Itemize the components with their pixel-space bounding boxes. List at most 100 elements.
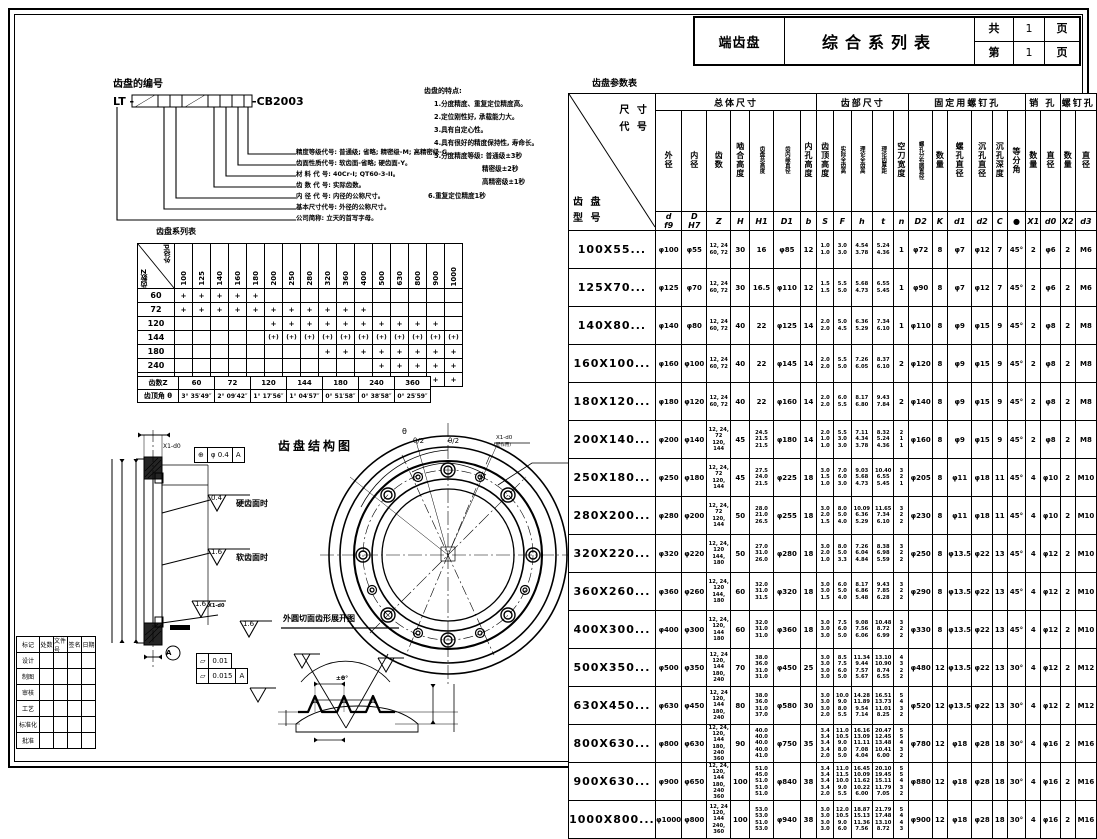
param-cell: φ12 [971,230,993,269]
param-cell: φ205 [908,458,933,497]
param-table-row: 1000X800... φ1000 φ800 12, 24 120, 144 240, 3… [568,800,1097,839]
param-cell: 2.0 2.0 [816,344,835,383]
coding-note-4: 内 径 代 号: 内径的公称尺寸。 [296,192,385,200]
corner-label-4: 型 号 [573,213,603,224]
param-cell: 45° [1006,268,1027,307]
param-cell: φ90 [908,268,933,307]
title-total-value: 1 [1014,18,1045,41]
param-cell: M8 [1074,344,1097,383]
param-cell: φ70 [681,268,708,307]
series-cell: + [444,358,463,373]
param-col-label: 实际全齿高 [833,110,852,212]
param-cell: M10 [1074,458,1097,497]
param-cell: φ650 [681,762,708,801]
title-strip-cell [68,717,82,732]
param-cell: φ450 [681,686,708,725]
coding-note-3: 齿 数 代 号: 实际齿数。 [296,181,365,189]
param-cell: 2 [1025,344,1042,383]
hole-count-callout: X1-d0 [496,435,513,441]
features-item-3: 4.具有很好的精度保持性, 寿命长。 [434,139,539,147]
series-corner-top: 外径d [163,244,171,264]
param-col-label: 理论全齿高 [850,110,874,212]
param-cell: φ85 [772,230,801,269]
param-cell: 50 [730,496,751,535]
series-table-row: 72 + + + + + + + + + + + [137,302,463,317]
structure-caption: 齿盘结构图 [278,439,354,453]
param-cell: 10.09 6.36 5.29 [850,496,874,535]
title-strip-cell [82,701,95,716]
param-col-label: 空刀宽度 [893,110,910,212]
param-cell: 38.0 36.0 31.0 37.0 [749,686,774,725]
angle-value: 2° 09′42″ [214,389,251,403]
param-cell: 8.17 6.86 5.48 [850,572,874,611]
param-cell: φ800 [654,724,683,763]
flatness-value: 0.01 [212,657,228,665]
title-strip-cell: 日期 [82,642,95,649]
param-cell: 30 [730,268,751,307]
angle-z-value: 360 [394,376,431,390]
param-cell: 1.5 1.5 [816,268,835,307]
param-cell: φ120 [681,382,708,421]
param-cell: 18 [799,458,818,497]
param-cell: 50 [730,534,751,573]
param-cell: 4 [1025,610,1042,649]
angle-table: 齿数Z 60 72 120 144 180 240 360 齿顶角 θ 3° 35′49″ 2° … [137,376,431,403]
title-strip-cell [82,653,95,668]
param-cell: φ55 [681,230,708,269]
param-cell: 20.10 19.45 15.11 11.79 7.05 [871,762,895,801]
callout-underline [494,442,530,444]
param-table-body: 100X55... φ100 φ55 12, 24 60, 72 30 16 φ85 12 1.0… [568,230,1097,839]
param-row-model: 280X200... [568,496,656,535]
param-cell: φ900 [654,762,683,801]
param-table-row: 800X630... φ800 φ630 12, 24, 120, 144 180, 24… [568,724,1097,763]
param-cell: φ8 [1040,344,1061,383]
param-cell: 5.5 3.0 3.0 [833,420,852,459]
param-cell: 13 [991,534,1008,573]
title-strip-cell [68,701,82,716]
param-cell: φ125 [654,268,683,307]
corner-label-1: 尺 寸 [619,105,649,116]
param-cell: 53.0 53.0 51.0 53.0 [749,800,774,839]
param-cell: φ160 [908,420,933,459]
param-cell: 4 [1025,762,1042,801]
flatness-symbol-2: ▱ [197,669,210,683]
param-row-model: 125X70... [568,268,656,307]
param-cell: 8 [931,572,948,611]
title-total-unit: 页 [1056,22,1068,35]
param-col-label: 理论齿厚距 [871,110,895,212]
series-corner-cell: 外径d 齿数Z [137,243,175,289]
series-table-body: 60 + + + + +72 + + + + + + + + + + +120 + + + + + + + + + +144 (+)(… [137,288,463,387]
param-cell: 45° [1006,420,1027,459]
param-cell: φ180 [772,420,801,459]
param-row-model: 140X80... [568,306,656,345]
param-cell: M6 [1074,230,1097,269]
theta-angle-label: θ [402,427,407,436]
param-cell: 12, 24 60, 72 [706,306,732,345]
param-cell: 12 [931,724,948,763]
param-cell: φ140 [654,306,683,345]
param-cell: 8.0 5.0 3.3 [833,534,852,573]
param-cell: 9 [991,382,1008,421]
param-cell: 18 [799,496,818,535]
param-cell: φ72 [908,230,933,269]
param-cell: φ500 [654,648,683,687]
param-col-symbol: C [991,211,1008,231]
param-cell: 6.0 5.0 4.0 [833,572,852,611]
param-col-symbol: X1 [1025,211,1042,231]
param-cell: φ9 [946,420,973,459]
param-cell: φ630 [654,686,683,725]
param-col-symbol: D1 [772,211,801,231]
param-cell: φ9 [946,382,973,421]
param-cell: M10 [1074,496,1097,535]
param-cell: 12, 24, 120, 144 180, 240 360 [706,762,732,801]
param-corner-cell: 尺 寸 代 号 齿 盘 型 号 [568,93,656,231]
param-cell: 3.4 3.4 3.4 3.4 2.0 [816,762,835,801]
param-table-row: 280X200... φ280 φ200 12, 24, 72 120, 144 50 28… [568,496,1097,535]
title-strip-cell [40,685,54,700]
param-cell: 9.03 5.68 4.73 [850,458,874,497]
param-cell: φ12 [1040,686,1061,725]
param-cell: 10.40 6.55 5.45 [871,458,895,497]
title-strip-cell [40,669,54,684]
param-cell: 14 [799,382,818,421]
